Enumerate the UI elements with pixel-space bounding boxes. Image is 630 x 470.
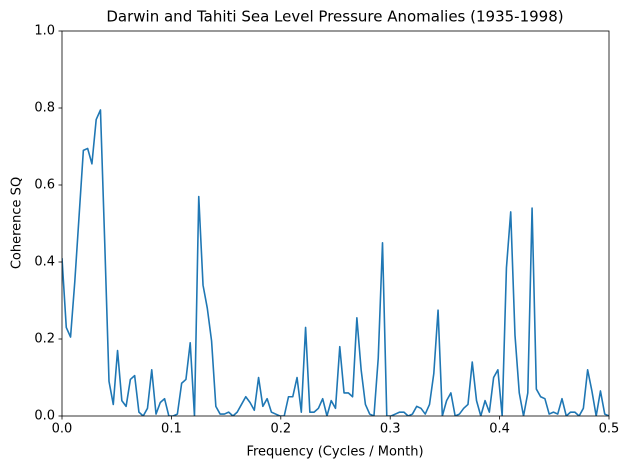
y-tick-label: 0.4 — [34, 255, 55, 270]
x-tick-label: 0.0 — [52, 422, 73, 437]
y-tick-label: 0.6 — [34, 178, 55, 193]
x-tick-label: 0.1 — [161, 422, 182, 437]
chart-title: Darwin and Tahiti Sea Level Pressure Ano… — [106, 8, 563, 26]
x-axis-label: Frequency (Cycles / Month) — [246, 445, 423, 460]
x-tick-label: 0.3 — [380, 422, 401, 437]
y-tick-label: 0.8 — [34, 101, 55, 116]
y-axis-label: Coherence SQ — [10, 177, 25, 269]
x-tick-label: 0.2 — [270, 422, 291, 437]
data-line — [62, 109, 609, 416]
x-tick-label: 0.5 — [599, 422, 620, 437]
y-tick-label: 0.2 — [34, 332, 55, 347]
y-tick-label: 1.0 — [34, 24, 55, 39]
x-tick-label: 0.4 — [489, 422, 510, 437]
axes-frame — [61, 30, 610, 417]
y-tick-label: 0.0 — [34, 409, 55, 424]
